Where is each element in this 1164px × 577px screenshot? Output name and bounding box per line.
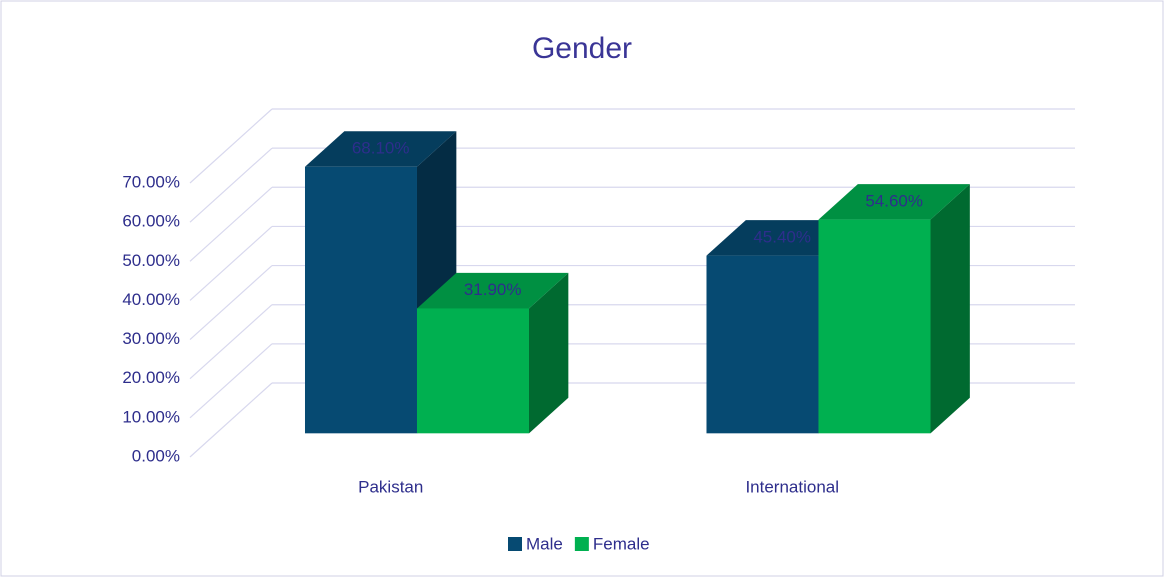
grid-line	[189, 225, 273, 301]
bar	[706, 255, 819, 434]
y-tick-label: 30.00%	[122, 329, 180, 348]
grid-line	[189, 343, 273, 419]
y-tick-label: 70.00%	[122, 172, 180, 191]
y-tick-label: 10.00%	[122, 407, 180, 426]
x-tick-label: Pakistan	[358, 477, 423, 496]
legend-swatch	[508, 537, 522, 551]
value-label: 31.90%	[464, 280, 522, 299]
bar-top	[818, 184, 970, 220]
legend-label: Male	[526, 534, 563, 553]
bar	[304, 166, 417, 434]
grid-line	[189, 304, 273, 380]
grid-line	[189, 147, 273, 223]
legend-swatch	[574, 537, 589, 551]
bar-top	[304, 131, 457, 167]
grid-line	[189, 382, 273, 458]
grid-line	[189, 265, 273, 341]
chart-title: Gender	[532, 32, 632, 65]
y-tick-label: 20.00%	[122, 368, 180, 387]
bar	[416, 308, 529, 434]
y-tick-label: 60.00%	[122, 212, 180, 231]
bar	[818, 219, 931, 434]
grid-line	[189, 186, 273, 262]
bar-top	[416, 272, 569, 309]
value-label: 68.10%	[352, 138, 410, 157]
value-label: 54.60%	[865, 191, 923, 210]
legend-label: Female	[593, 534, 650, 553]
y-tick-label: 0.00%	[132, 446, 180, 465]
x-tick-label: International	[745, 477, 839, 496]
grid-line	[189, 108, 273, 184]
y-tick-label: 40.00%	[122, 290, 180, 309]
value-label: 45.40%	[753, 227, 811, 246]
bar-side	[930, 184, 970, 434]
y-tick-label: 50.00%	[122, 251, 180, 270]
bar-side	[528, 272, 569, 434]
